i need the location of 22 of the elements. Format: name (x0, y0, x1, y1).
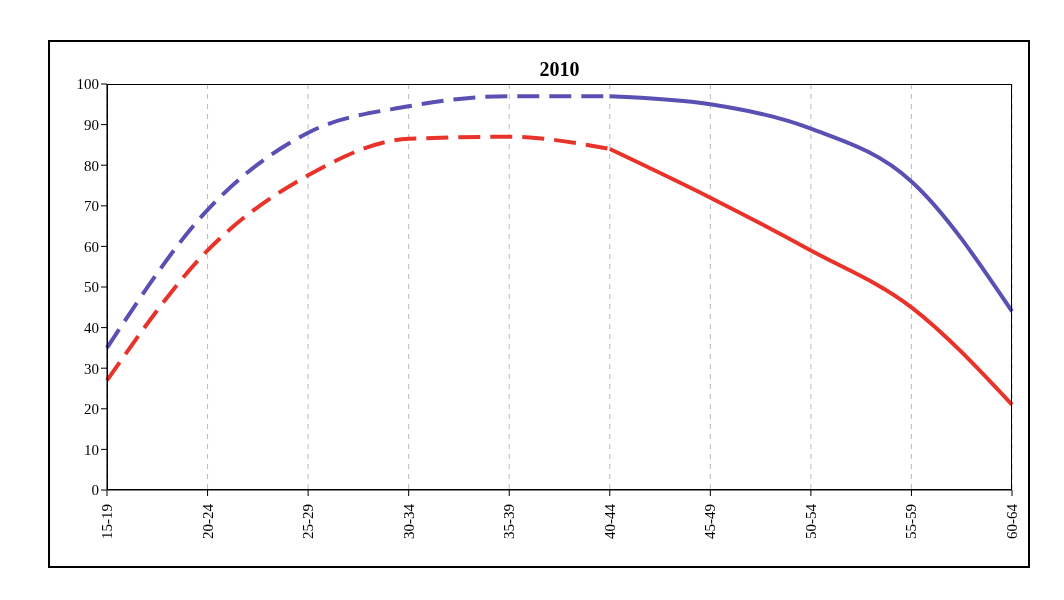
y-tick-label: 40 (84, 319, 99, 336)
y-tick-label: 80 (84, 157, 99, 174)
y-tick-label: 90 (84, 116, 99, 133)
x-tick-label: 50-54 (802, 503, 819, 539)
y-tick-label: 0 (91, 482, 99, 499)
chart-title: 2010 (538, 58, 581, 81)
y-tick-label: 10 (84, 441, 99, 458)
y-tick-label: 50 (84, 279, 99, 296)
x-tick-label: 40-44 (601, 503, 618, 539)
x-tick-label: 20-24 (199, 503, 216, 539)
x-tick-label: 60-64 (1004, 503, 1020, 539)
x-tick-label: 30-34 (400, 503, 417, 539)
x-tick-label: 55-59 (903, 504, 920, 539)
x-tick-label: 45-49 (702, 504, 719, 539)
y-tick-label: 60 (84, 238, 99, 255)
y-tick-label: 100 (76, 76, 99, 93)
x-tick-label: 15-19 (99, 504, 115, 539)
y-tick-label: 70 (84, 198, 99, 215)
y-tick-label: 20 (84, 401, 99, 418)
y-tick-label: 30 (84, 360, 99, 377)
x-tick-label: 25-29 (300, 504, 317, 539)
x-tick-label: 35-39 (501, 504, 518, 539)
